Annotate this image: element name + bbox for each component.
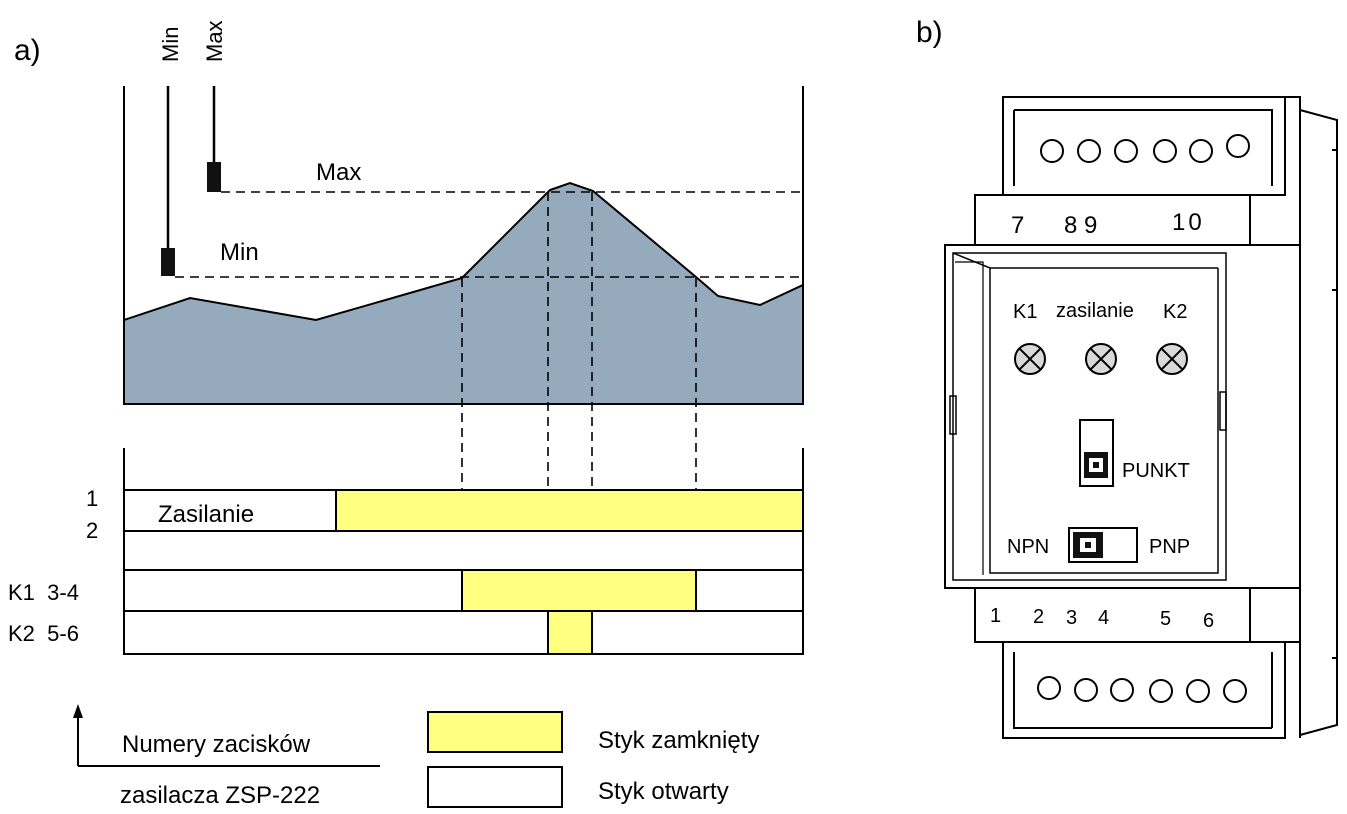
power-row-label: Zasilanie <box>158 501 254 528</box>
panel-a-label: a) <box>14 34 41 67</box>
bottom-screw-terminals <box>1037 676 1247 703</box>
legend-closed-label: Styk zamknięty <box>598 727 759 754</box>
liquid-level-area <box>123 181 804 405</box>
terminal-2-label: 2 <box>86 518 98 543</box>
legend-open-swatch <box>427 766 563 808</box>
terminal-7-label: 7 <box>1011 212 1024 239</box>
k2-row <box>123 610 804 655</box>
terminal-5-number: 5 <box>1160 608 1171 630</box>
legend-closed-swatch <box>427 711 563 753</box>
tank <box>123 86 804 405</box>
panel-b-label: b) <box>916 16 943 49</box>
punkt-switch[interactable] <box>1079 419 1114 487</box>
k1-row-label: K1 3-4 <box>8 580 79 605</box>
terminal-1-number: 1 <box>990 605 1001 627</box>
separator-row <box>123 530 804 571</box>
punkt-label: PUNKT <box>1122 460 1190 482</box>
probe-max-label: Max <box>202 20 227 62</box>
terminal-10-label: 10 <box>1172 209 1205 236</box>
k2-closed-segment <box>547 610 593 655</box>
probe-min <box>161 86 175 276</box>
lamp-icon <box>1014 343 1046 375</box>
indicator-power-label: zasilanie <box>1056 300 1134 322</box>
axis-note-line2: zasilacza ZSP-222 <box>120 782 320 809</box>
npn-pnp-switch[interactable] <box>1068 527 1138 563</box>
min-level-label: Min <box>220 239 259 266</box>
relay-device <box>944 96 1338 739</box>
probe-max <box>207 86 221 192</box>
terminal-3-number: 3 <box>1066 607 1077 629</box>
k2-row-label: K2 5-6 <box>8 621 79 646</box>
power-closed-segment <box>335 489 804 532</box>
terminal-1-label: 1 <box>86 486 98 511</box>
pnp-label: PNP <box>1149 536 1190 558</box>
terminal-2-number: 2 <box>1033 606 1044 628</box>
terminal-4-number: 4 <box>1098 607 1109 629</box>
terminal-8-9-label: 8 9 <box>1064 212 1097 239</box>
npn-label: NPN <box>1007 536 1049 558</box>
top-screw-terminals <box>1040 134 1250 163</box>
timing-diagram: Zasilanie <box>123 448 804 655</box>
axis-note-line1: Numery zacisków <box>122 731 311 758</box>
terminal-axis-arrow <box>73 704 380 767</box>
lamp-icon <box>1156 343 1188 375</box>
indicator-k2-label: K2 <box>1163 301 1187 323</box>
max-level-label: Max <box>316 159 361 186</box>
k1-closed-segment <box>461 569 697 612</box>
indicator-k1-label: K1 <box>1013 301 1037 323</box>
terminal-6-number: 6 <box>1203 610 1214 632</box>
lamp-icon <box>1085 343 1117 375</box>
probe-min-label: Min <box>158 27 183 62</box>
legend-open-label: Styk otwarty <box>598 778 729 805</box>
